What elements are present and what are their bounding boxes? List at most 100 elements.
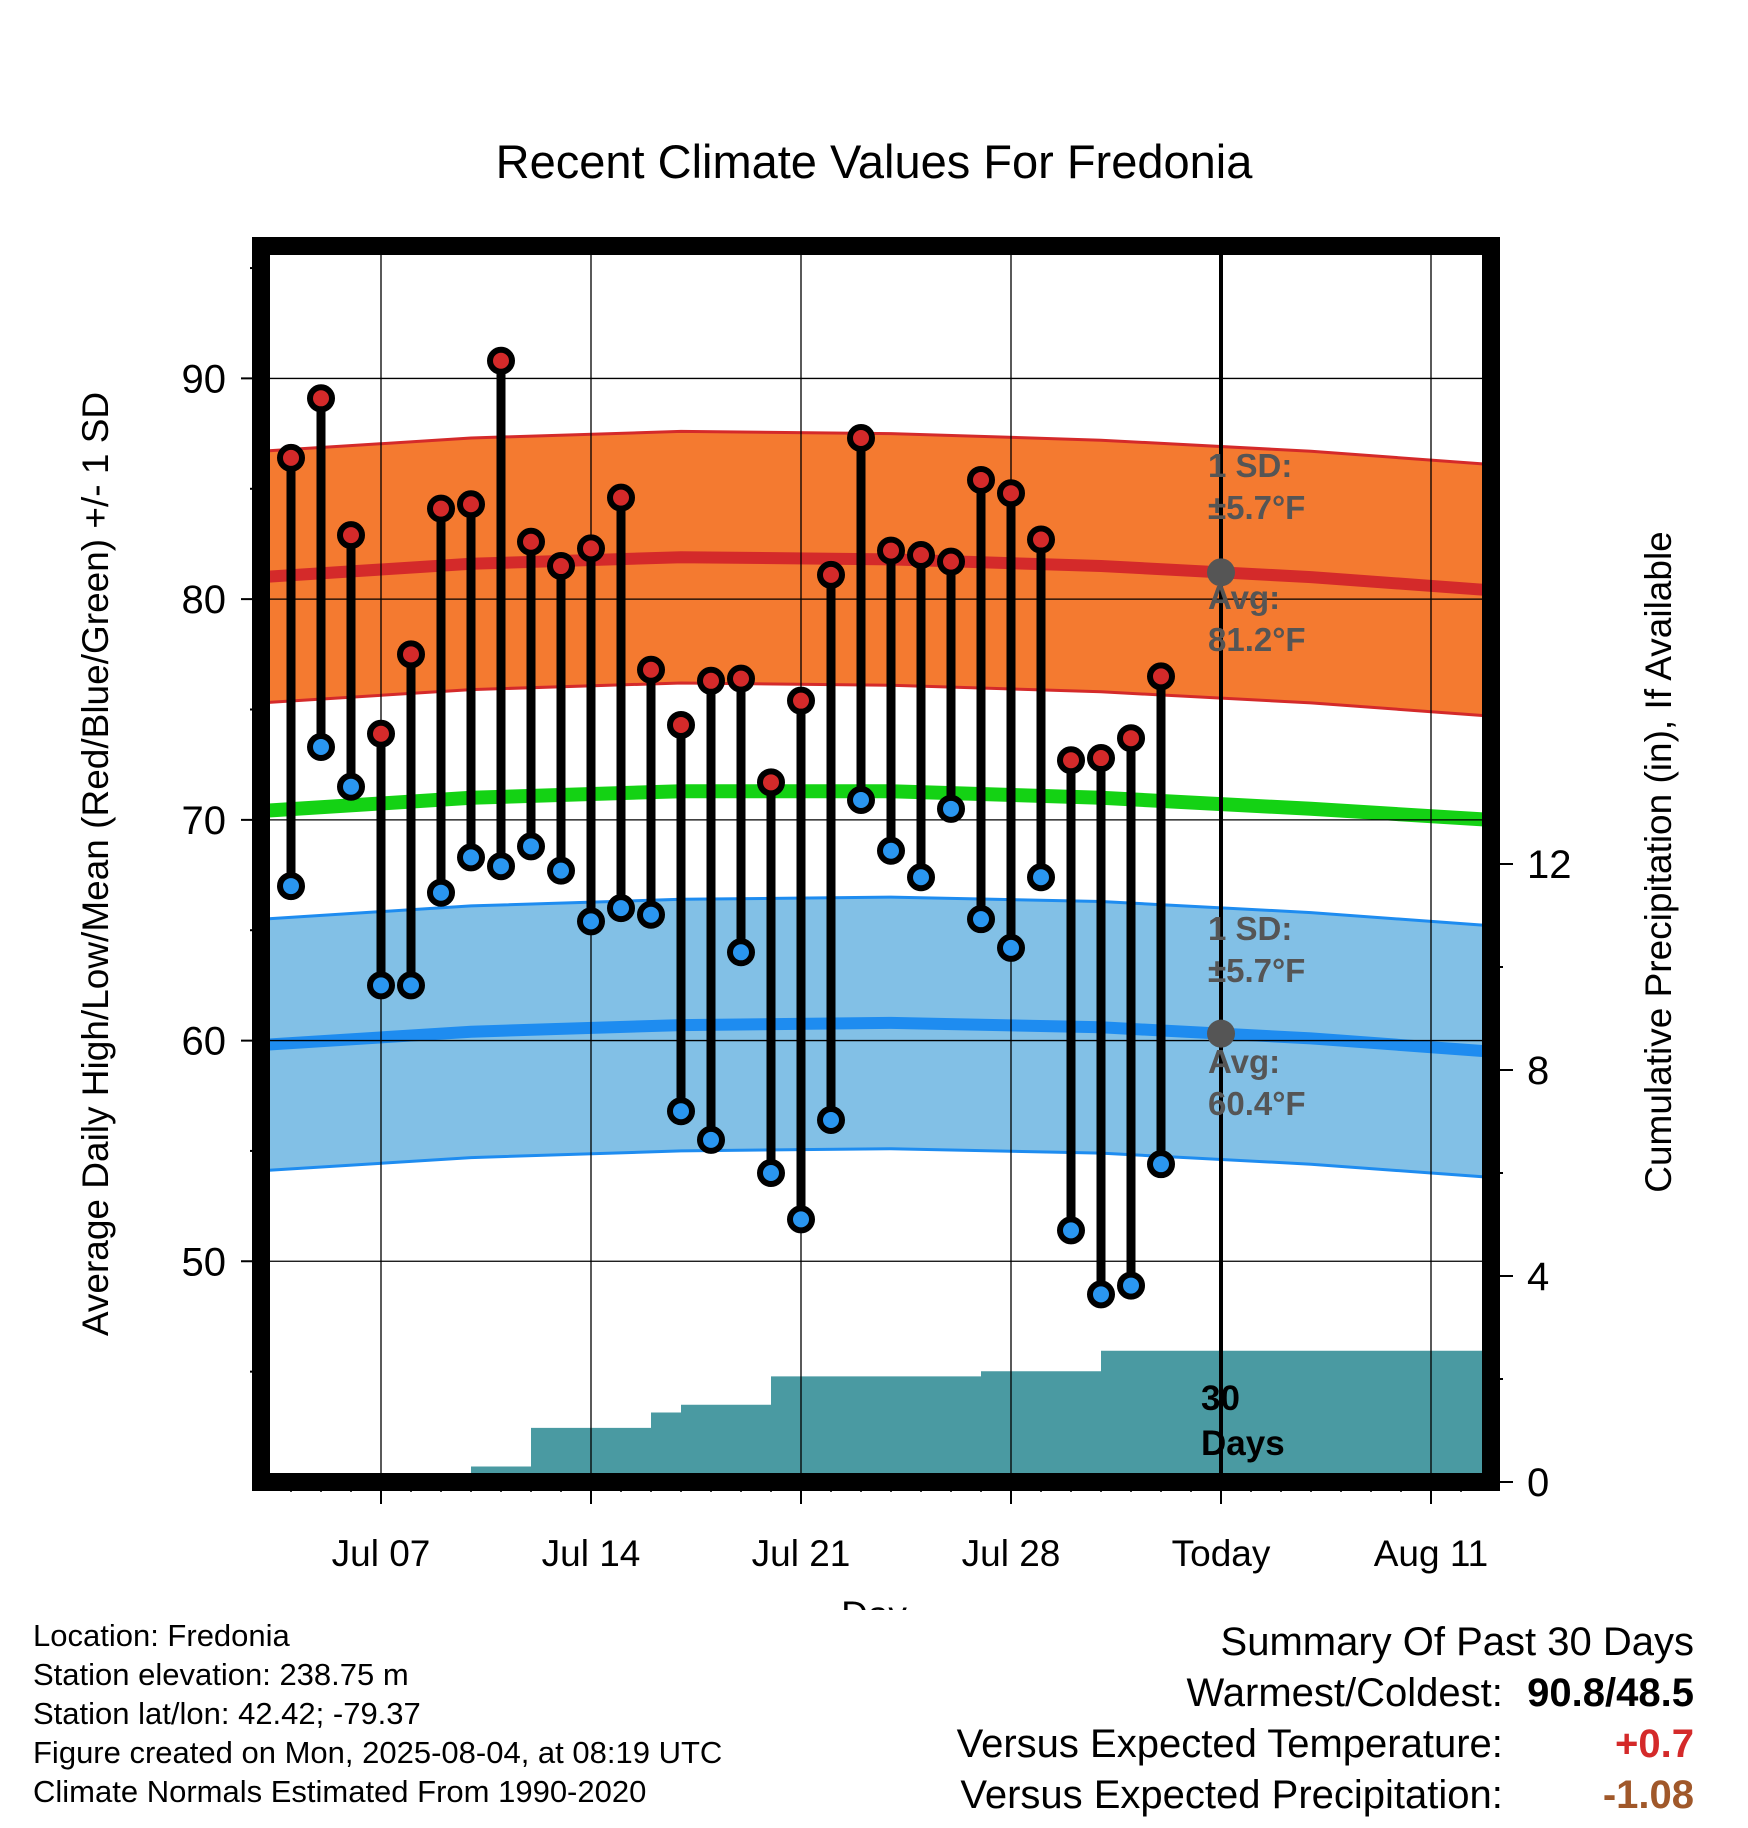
daily-low-point [1117, 1271, 1145, 1300]
daily-low-point [787, 1205, 815, 1234]
daily-high-point [997, 479, 1025, 508]
daily-low-point [397, 971, 425, 1000]
high-sd-value: ±5.7°F [1208, 489, 1305, 526]
daily-low-point [517, 832, 545, 861]
daily-high-point [277, 443, 305, 472]
latlon-text: Station lat/lon: 42.42; -79.37 [33, 1696, 421, 1731]
daily-high-point [367, 719, 395, 748]
daily-high-point [1117, 724, 1145, 753]
daily-high-point [427, 494, 455, 523]
daily-low-point [667, 1097, 695, 1126]
today-marker [1207, 246, 1235, 1482]
x-tick-label: Jul 28 [962, 1533, 1061, 1574]
summary-warm-cold-row: Warmest/Coldest: 90.8/48.5 [957, 1668, 1695, 1719]
x-tick-label: Today [1172, 1533, 1271, 1574]
y-left-tick-label: 60 [182, 1020, 227, 1064]
x-tick-label: Jul 21 [752, 1533, 851, 1574]
daily-low-point [427, 878, 455, 907]
low-band-upper-edge [260, 895, 1492, 928]
cumulative-precip-area [261, 1350, 1491, 1482]
created-text: Figure created on Mon, 2025-08-04, at 08… [33, 1735, 723, 1770]
daily-low-point [487, 852, 515, 881]
daily-high-point [787, 686, 815, 715]
y-right-tick-label: 8 [1527, 1049, 1549, 1093]
daily-high-point [667, 710, 695, 739]
station-info: Location: Fredonia Station elevation: 23… [33, 1616, 722, 1811]
daily-high-point [1027, 525, 1055, 554]
daily-high-point [967, 465, 995, 494]
precipitation-area [261, 1350, 1491, 1482]
daily-high-point [907, 541, 935, 569]
summary-temp-label: Versus Expected Temperature: [956, 1722, 1503, 1766]
daily-high-point [337, 521, 365, 550]
daily-low-point [337, 772, 365, 801]
low-avg-value: 60.4°F [1208, 1085, 1306, 1122]
today-normal-high-marker [1207, 558, 1235, 587]
daily-low-point [637, 900, 665, 929]
x-tick-label: Jul 07 [332, 1533, 431, 1574]
daily-high-point [697, 666, 725, 695]
y-left-tick-label: 70 [182, 799, 227, 843]
daily-low-point [847, 785, 875, 814]
normals-text: Climate Normals Estimated From 1990-2020 [33, 1774, 647, 1809]
daily-high-point [817, 560, 845, 589]
daily-low-point [1147, 1150, 1175, 1179]
y-left-tick-label: 50 [182, 1240, 227, 1284]
axes: 50 60 70 80 90 0 4 8 12 Jul 07 Jul 14 Jul 21 Jul 28 T… [182, 267, 1572, 1574]
summary-precip-label: Versus Expected Precipitation: [960, 1773, 1503, 1817]
location-text: Location: Fredonia [33, 1618, 290, 1653]
summary-temp-value: +0.7 [1615, 1722, 1694, 1766]
daily-high-point [607, 483, 635, 512]
summary-panel: Summary Of Past 30 Days Warmest/Coldest:… [957, 1617, 1694, 1821]
low-sd-label: 1 SD: [1208, 910, 1292, 947]
daily-low-point [907, 863, 935, 892]
precip-days-label: Days [1201, 1424, 1285, 1463]
y-right-tick-label: 4 [1527, 1255, 1549, 1299]
daily-low-point [307, 733, 335, 762]
summary-temp-row: Versus Expected Temperature: +0.7 [957, 1719, 1694, 1770]
precip-annotation: 30 Days [1201, 1379, 1285, 1463]
high-avg-label: Avg: [1208, 579, 1280, 616]
daily-high-point [877, 536, 905, 565]
low-sd-value: ±5.7°F [1208, 952, 1305, 989]
high-avg-value: 81.2°F [1208, 621, 1306, 658]
daily-high-point [397, 640, 425, 669]
daily-low-point [757, 1159, 785, 1187]
daily-low-point [697, 1125, 725, 1154]
summary-precip-value: -1.08 [1602, 1773, 1694, 1817]
daily-low-point [607, 894, 635, 923]
low-sd-band [261, 897, 1491, 1178]
summary-warm-cold-label: Warmest/Coldest: [1186, 1671, 1503, 1715]
precip-days-number: 30 [1201, 1379, 1240, 1418]
low-band-lower-edge [260, 1147, 1492, 1179]
high-annotation: 1 SD: ±5.7°F Avg: 81.2°F [1208, 447, 1306, 658]
daily-low-point [1027, 863, 1055, 892]
daily-high-point [307, 384, 335, 413]
chart-title: Recent Climate Values For Fredonia [496, 135, 1254, 188]
normal-low-line [260, 1016, 1492, 1058]
today-normal-low-marker [1207, 1019, 1235, 1048]
daily-high-point [727, 664, 755, 693]
daily-high-point [1147, 662, 1175, 691]
daily-low-point [457, 843, 485, 872]
y-right-tick-label: 12 [1527, 843, 1572, 887]
y-left-tick-label: 80 [182, 578, 227, 622]
daily-high-point [937, 547, 965, 576]
daily-low-point [1087, 1280, 1115, 1309]
x-tick-label: Aug 11 [1374, 1533, 1489, 1574]
x-tick-label: Jul 14 [542, 1533, 641, 1574]
daily-high-point [637, 655, 665, 684]
high-sd-label: 1 SD: [1208, 447, 1292, 484]
high-sd-band [261, 431, 1491, 717]
daily-low-point [817, 1106, 845, 1135]
daily-high-point [457, 490, 485, 519]
y-axis-right-label: Cumulative Precipitation (in), If Availa… [1638, 531, 1679, 1193]
y-left-tick-label: 90 [182, 357, 227, 401]
daily-high-point [487, 346, 515, 375]
elevation-text: Station elevation: 238.75 m [33, 1657, 409, 1692]
daily-low-point [367, 971, 395, 1000]
daily-low-point [277, 872, 305, 901]
daily-high-point [847, 424, 875, 453]
climate-chart: Recent Climate Values For Fredonia 1 SD:… [75, 135, 1679, 1610]
summary-warm-cold-value: 90.8/48.5 [1527, 1671, 1694, 1715]
